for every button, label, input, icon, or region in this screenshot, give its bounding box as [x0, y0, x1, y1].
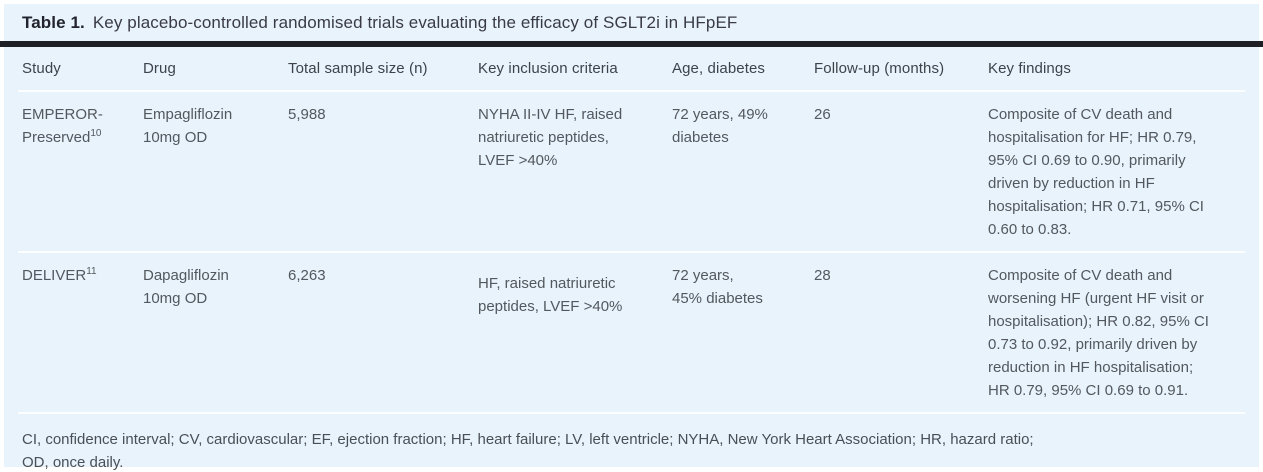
- study-name: DELIVER11: [22, 264, 143, 402]
- table-caption-label: Table 1.: [22, 12, 85, 32]
- column-header-age-diabetes: Age, diabetes: [672, 60, 766, 77]
- inclusion-criteria-value: HF, raised natriuretic peptides, LVEF >4…: [478, 275, 623, 315]
- table-row-deliver: DELIVER11 Dapagliflozin 10mg OD 6,263 HF…: [18, 253, 1245, 414]
- footnote-line-2: OD, once daily.: [22, 454, 124, 471]
- column-header-sample-size: Total sample size (n): [288, 60, 428, 77]
- followup-value: 26: [814, 106, 831, 123]
- study-name-text: DELIVER: [22, 267, 87, 284]
- table-card: Table 1. Key placebo-controlled randomis…: [0, 4, 1263, 471]
- drug-value: Empagliflozin 10mg OD: [143, 106, 233, 146]
- table-row-emperor-preserved: EMPEROR- Preserved10 Empagliflozin 10mg …: [18, 92, 1245, 253]
- study-name-text: EMPEROR- Preserved: [22, 106, 103, 146]
- age-diabetes-value: 72 years, 49% diabetes: [672, 106, 768, 146]
- footnote-line-1: CI, confidence interval; CV, cardiovascu…: [22, 431, 1034, 448]
- column-header-key-findings: Key findings: [988, 60, 1071, 77]
- sample-size-value: 6,263: [288, 267, 326, 284]
- drug-value: Dapagliflozin 10mg OD: [143, 267, 229, 307]
- table-caption: Table 1. Key placebo-controlled randomis…: [4, 4, 1259, 41]
- table-caption-text: Key placebo-controlled randomised trials…: [92, 12, 738, 32]
- citation-reference: 10: [90, 128, 102, 139]
- column-header-inclusion-criteria: Key inclusion criteria: [478, 60, 618, 77]
- study-name: EMPEROR- Preserved10: [22, 103, 143, 241]
- citation-reference: 11: [86, 266, 97, 277]
- column-header-drug: Drug: [143, 60, 176, 77]
- key-findings-value: Composite of CV death and hospitalisatio…: [988, 106, 1204, 238]
- sample-size-value: 5,988: [288, 106, 326, 123]
- key-findings-value: Composite of CV death and worsening HF (…: [988, 267, 1209, 399]
- inclusion-criteria-value: NYHA II-IV HF, raised natriuretic peptid…: [478, 106, 623, 169]
- age-diabetes-value: 72 years, 45% diabetes: [672, 267, 763, 307]
- followup-value: 28: [814, 267, 831, 284]
- abbreviations-footnote: CI, confidence interval; CV, cardiovascu…: [4, 414, 1259, 472]
- column-header-followup: Follow-up (months): [814, 60, 945, 77]
- table-header-row: Study Drug Total sample size (n) Key inc…: [18, 47, 1245, 92]
- column-header-study: Study: [22, 60, 61, 77]
- caption-divider-rule: [0, 41, 1263, 47]
